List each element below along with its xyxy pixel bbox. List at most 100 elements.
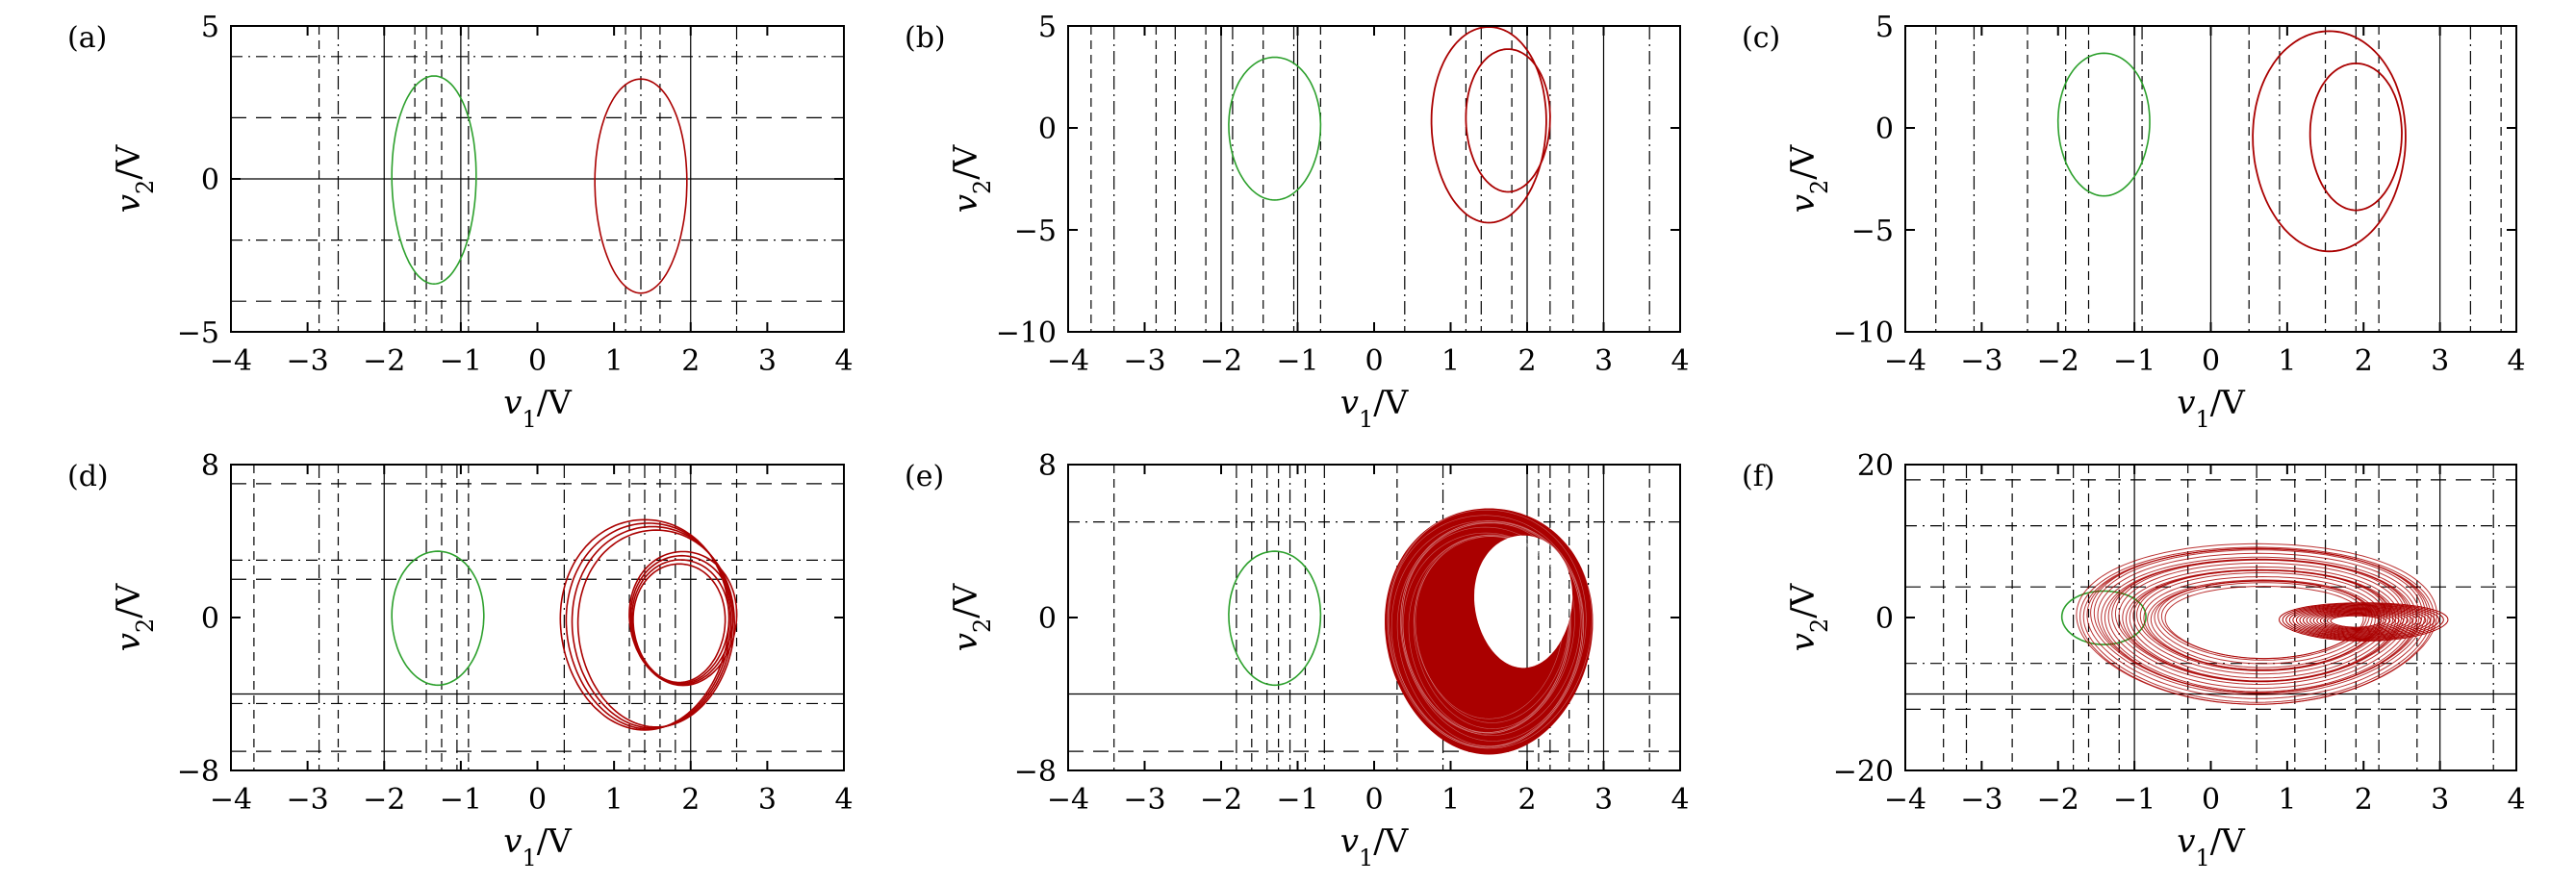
x-tick-label: 0 (2202, 783, 2220, 817)
red-attractor-outer-loop (1430, 26, 1547, 224)
x-tick-label: −1 (440, 344, 482, 378)
x-tick-label: −3 (287, 344, 329, 378)
x-axis-label: v1/V (1340, 822, 1410, 871)
red-attractor-trajectory (2306, 609, 2413, 635)
red-attractor-outer-loop (565, 522, 732, 730)
x-tick-label: −3 (1123, 783, 1165, 817)
x-tick-label: −4 (210, 344, 252, 378)
red-attractor-trajectory (1402, 520, 1581, 736)
y-tick-label: −20 (1833, 755, 1894, 789)
red-attractor-trajectory (2076, 542, 2437, 705)
red-attractor-outer-loop (571, 525, 734, 729)
x-tick-label: −1 (2113, 344, 2155, 378)
x-tick-label: −2 (1200, 344, 1242, 378)
red-attractor-trajectory (2082, 548, 2432, 703)
y-tick-label: 8 (201, 449, 219, 483)
x-axis-label: v1/V (1340, 384, 1410, 433)
red-attractor-trajectory (2139, 572, 2385, 670)
green-attractor-curve (391, 550, 485, 687)
x-tick-label: −2 (363, 783, 405, 817)
x-tick-label: 3 (2431, 783, 2449, 817)
y-tick-label: 0 (201, 164, 219, 197)
red-attractor-trajectory (2288, 604, 2436, 640)
x-tick-label: 4 (834, 344, 853, 378)
x-tick-label: 2 (681, 344, 700, 378)
red-attractor-trajectory (1402, 532, 1569, 735)
red-attractor-trajectory (1413, 536, 1571, 729)
panel-label: (a) (67, 21, 107, 55)
red-attractor-trajectory (2299, 607, 2422, 637)
x-tick-label: 2 (2355, 344, 2373, 378)
panel-label: (e) (905, 460, 944, 493)
red-attractor-trajectory (1396, 522, 1585, 747)
chart-panel-c: −4 −3 −2 −1 0 1 2 3 4−10−505(c)v1/Vv2/V (1742, 11, 2526, 433)
x-tick-label: 0 (528, 783, 547, 817)
x-tick-label: 0 (1365, 344, 1383, 378)
x-tick-label: 0 (2202, 344, 2220, 378)
red-attractor-curve (594, 78, 688, 294)
red-attractor-trajectory (2093, 549, 2423, 694)
red-attractor-trajectory (2104, 558, 2414, 693)
x-tick-label: 2 (1518, 783, 1536, 817)
red-attractor-trajectory (2114, 559, 2406, 683)
y-tick-label: 5 (1038, 11, 1057, 44)
red-attractor-inner-loop (1465, 48, 1551, 193)
chart-panel-a: −4 −3 −2 −1 0 1 2 3 4 −5 0 5 (a) v1/V v2/V (67, 11, 854, 433)
x-tick-label: −2 (2037, 344, 2079, 378)
y-tick-label: −5 (1014, 214, 1057, 248)
red-attractor-trajectory (1387, 509, 1587, 747)
x-tick-label: 1 (605, 783, 624, 817)
red-attractor-outer-loop (576, 529, 736, 728)
x-tick-label: 1 (605, 344, 624, 378)
red-attractor-trajectory (1390, 519, 1583, 749)
axes-frame (230, 464, 845, 771)
red-attractor-trajectory (2129, 569, 2394, 679)
chart-panel-f: −4 −3 −2 −1 0 1 2 3 4 −20 0 20 (f) v1/V v2/V (1742, 449, 2526, 871)
red-attractor-trajectory (2309, 610, 2409, 634)
y-tick-label: −5 (1851, 214, 1894, 248)
x-tick-label: 2 (2355, 783, 2373, 817)
x-tick-label: 1 (2278, 344, 2296, 378)
red-attractor-trajectory (1399, 526, 1570, 734)
x-tick-label: 3 (2431, 344, 2449, 378)
red-attractor-trajectory (2285, 604, 2440, 640)
x-tick-label: 4 (834, 783, 853, 817)
x-tick-label: −2 (363, 344, 405, 378)
x-tick-label: 0 (528, 344, 547, 378)
y-tick-label: 8 (1038, 449, 1057, 483)
red-attractor-trajectory (2330, 615, 2383, 628)
x-tick-label: −2 (2037, 783, 2079, 817)
y-tick-label: −10 (996, 316, 1057, 350)
y-axis-label: v2/V (110, 143, 159, 213)
red-attractor-trajectory (2282, 603, 2444, 641)
red-attractor-inner-loop (2308, 62, 2403, 212)
y-tick-label: 0 (1038, 113, 1057, 146)
red-attractor-trajectory (2319, 613, 2396, 631)
y-tick-label: −8 (1014, 755, 1057, 789)
red-attractor-trajectory (2302, 608, 2418, 636)
x-tick-label: 4 (1671, 344, 1689, 378)
x-tick-label: −4 (210, 783, 252, 817)
red-attractor-trajectory (2312, 611, 2405, 633)
chart-panel-d: −4 −3 −2 −1 0 1 2 3 4 −8 0 8 (d) v1/V v2/V (67, 449, 854, 871)
red-attractor-trajectory (2316, 612, 2400, 632)
y-tick-label: 0 (1875, 602, 1894, 636)
red-attractor-trajectory (1400, 521, 1575, 733)
y-tick-label: 5 (201, 11, 219, 44)
red-attractor-trajectory (2125, 568, 2397, 682)
y-axis-label: v2/V (947, 143, 996, 213)
x-tick-label: −4 (1884, 344, 1926, 378)
green-attractor-curve (1228, 550, 1322, 687)
x-tick-label: 1 (1441, 783, 1460, 817)
red-attractor-trajectory (2327, 614, 2386, 629)
x-axis-label: v1/V (2177, 822, 2246, 871)
x-tick-label: 2 (681, 783, 700, 817)
x-tick-label: 4 (2507, 783, 2525, 817)
red-attractor-trajectory (1414, 535, 1565, 719)
y-axis-label: v2/V (110, 582, 159, 651)
y-axis-label: v2/V (1784, 582, 1833, 651)
green-attractor-curve (2056, 52, 2151, 197)
y-tick-label: 0 (1038, 602, 1057, 636)
green-attractor-curve (391, 75, 477, 286)
